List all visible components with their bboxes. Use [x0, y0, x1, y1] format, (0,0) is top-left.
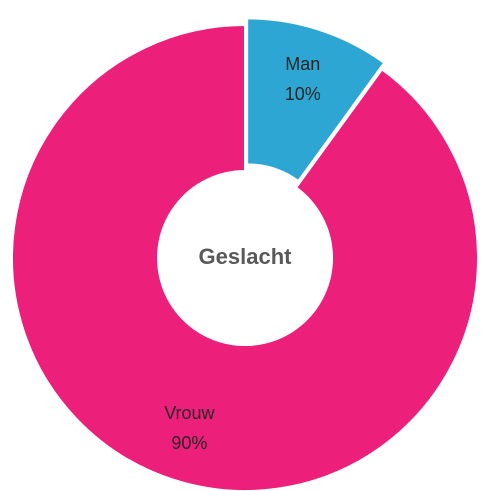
center-label: Geslacht: [199, 244, 293, 269]
slice: [11, 23, 479, 491]
labels: Man 10% Vrouw 90%: [164, 54, 321, 453]
value-label: 90%: [171, 433, 207, 453]
slices: [11, 17, 479, 491]
category-label: Vrouw: [164, 403, 215, 423]
slice: [246, 17, 386, 183]
value-label: 10%: [285, 84, 321, 104]
category-label: Man: [285, 54, 320, 74]
